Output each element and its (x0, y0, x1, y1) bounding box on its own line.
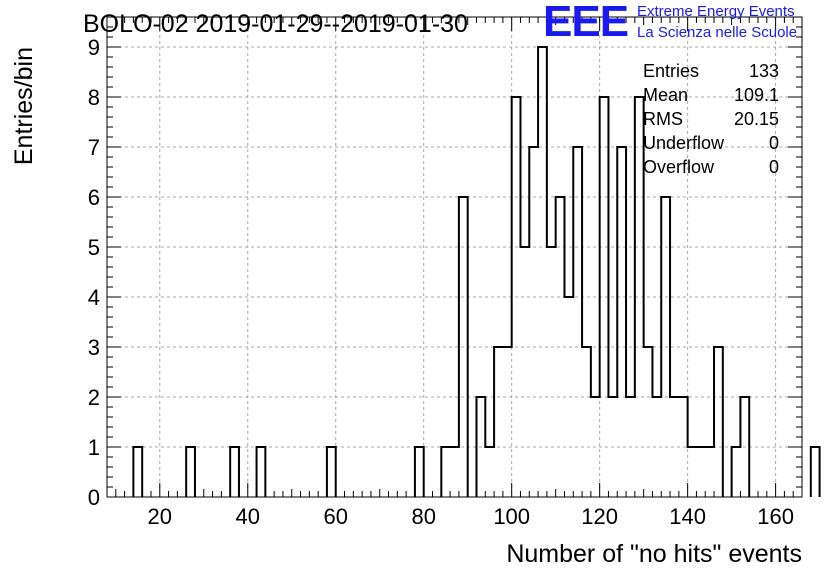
histogram-bar (644, 347, 653, 497)
histogram-bar (696, 447, 705, 497)
stat-label: Entries (643, 61, 700, 81)
histogram-bar (441, 447, 450, 497)
histogram-bar (494, 347, 503, 497)
stats-row-mean: Mean 109.1 (643, 83, 779, 107)
y-tick-label: 1 (88, 435, 100, 460)
histogram-bar (503, 347, 512, 497)
stat-value: 133 (748, 61, 779, 81)
x-tick-label: 160 (757, 504, 794, 529)
histogram-bar (133, 447, 142, 497)
stats-row-rms: RMS 20.15 (643, 107, 779, 131)
logo-line-2: La Scienza nelle Scuole (637, 24, 798, 41)
histogram-bar (714, 347, 723, 497)
histogram-bar (688, 447, 697, 497)
stat-label: RMS (643, 109, 683, 129)
y-tick-label: 2 (88, 385, 100, 410)
y-tick-label: 7 (88, 135, 100, 160)
stat-value: 109.1 (733, 85, 779, 105)
stat-label: Mean (643, 85, 689, 105)
histogram-bar (547, 247, 556, 497)
histogram-bar (573, 147, 582, 497)
y-tick-label: 0 (88, 485, 100, 510)
y-tick-label: 4 (88, 285, 100, 310)
stat-value: 0 (768, 133, 779, 153)
y-tick-label: 5 (88, 235, 100, 260)
x-tick-label: 60 (323, 504, 347, 529)
plot-frame (106, 16, 803, 498)
x-tick-label: 40 (236, 504, 260, 529)
x-tick-label: 20 (148, 504, 172, 529)
histogram-bar (327, 447, 336, 497)
histogram-bar (520, 247, 529, 497)
histogram-bar (705, 447, 714, 497)
logo-line-1: Extreme Energy Events (637, 3, 795, 20)
histogram-bar (617, 147, 626, 497)
eee-logo-mark: EEE (543, 0, 629, 46)
eee-logo: EEE Extreme Energy Events La Scienza nel… (543, 0, 833, 46)
stat-label: Overflow (643, 157, 715, 177)
y-tick-label: 6 (88, 185, 100, 210)
chart-title: BOLO-02 2019-01-29--2019-01-30 (83, 10, 468, 38)
histogram-bar (582, 347, 591, 497)
histogram-bar (485, 447, 494, 497)
y-axis-label: Entries/bin (10, 47, 38, 165)
stat-value: 20.15 (733, 109, 779, 129)
stats-row-overflow: Overflow 0 (643, 155, 779, 179)
stats-box: Entries 133 Mean 109.1 RMS 20.15 Underfl… (643, 59, 779, 179)
x-tick-label: 120 (581, 504, 618, 529)
histogram-bar (450, 447, 459, 497)
histogram-bar (415, 447, 424, 497)
histogram-bar (811, 447, 820, 497)
x-tick-label: 100 (493, 504, 530, 529)
stats-row-underflow: Underflow 0 (643, 131, 779, 155)
histogram-bar (186, 447, 195, 497)
histogram-bar (732, 447, 741, 497)
histogram-bar (538, 47, 547, 497)
y-tick-label: 8 (88, 85, 100, 110)
y-tick-label: 9 (88, 35, 100, 60)
x-tick-label: 80 (411, 504, 435, 529)
histogram-outline (132, 46, 821, 497)
x-tick-label: 140 (669, 504, 706, 529)
y-tick-label: 3 (88, 335, 100, 360)
histogram-bar (230, 447, 239, 497)
stats-row-entries: Entries 133 (643, 59, 779, 83)
histogram-bar (529, 147, 538, 497)
stat-value: 0 (768, 157, 779, 177)
histogram-bar (257, 447, 266, 497)
stat-label: Underflow (643, 133, 725, 153)
x-axis-label: Number of "no hits" events (506, 540, 802, 568)
